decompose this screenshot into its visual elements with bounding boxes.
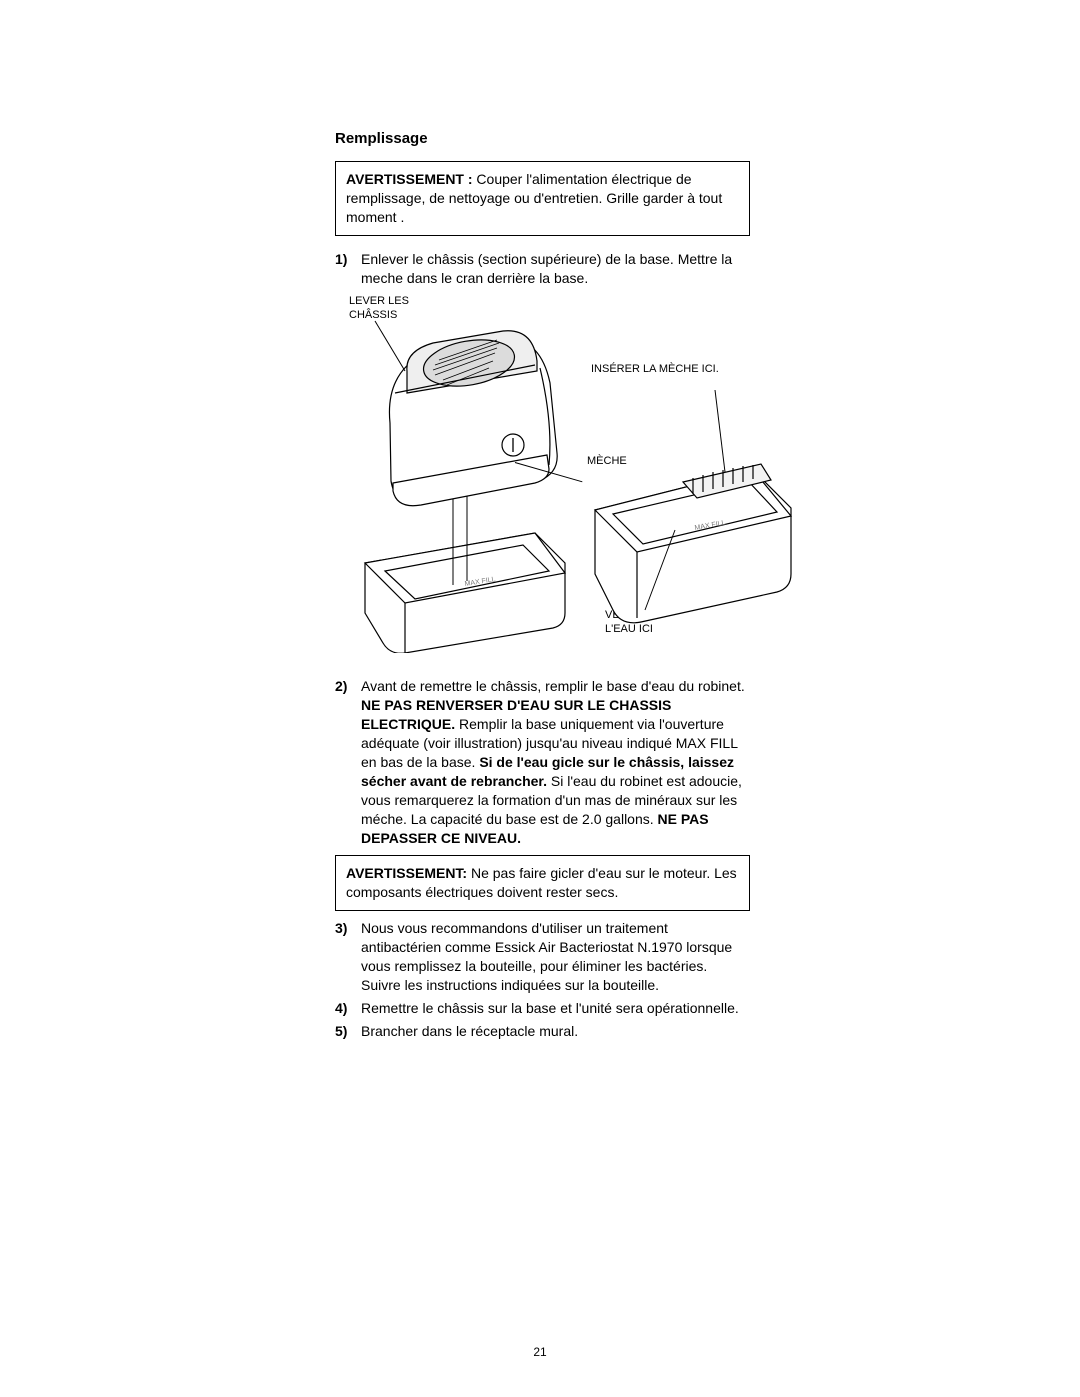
step-4-text: Remettre le châssis sur la base et l'uni… [361, 999, 750, 1018]
figure-left-svg: MAX FILL [335, 313, 595, 653]
page-number: 21 [0, 1345, 1080, 1359]
step-5: 5) Brancher dans le réceptacle mural. [335, 1022, 750, 1041]
step-1-num: 1) [335, 250, 361, 288]
step-4: 4) Remettre le châssis sur la base et l'… [335, 999, 750, 1018]
step-5-num: 5) [335, 1022, 361, 1041]
warning-2-label: AVERTISSEMENT: [346, 865, 467, 881]
step-2-text: Avant de remettre le châssis, remplir le… [361, 677, 750, 847]
step-3-num: 3) [335, 919, 361, 995]
warning-box-2: AVERTISSEMENT: Ne pas faire gicler d'eau… [335, 855, 750, 911]
figure: LEVER LES CHÂSSIS INSÉRER LA MÈCHE ICI. … [335, 295, 750, 665]
steps-list-3: 3) Nous vous recommandons d'utiliser un … [335, 919, 750, 1040]
section-title: Remplissage [335, 130, 750, 147]
warning-box-1: AVERTISSEMENT : Couper l'alimentation él… [335, 161, 750, 236]
step-1-text: Enlever le châssis (section supérieure) … [361, 250, 750, 288]
figure-label-inserer: INSÉRER LA MÈCHE ICI. [591, 363, 719, 377]
warning-1-label: AVERTISSEMENT : [346, 171, 473, 187]
step-2-pre: Avant de remettre le châssis, remplir le… [361, 678, 745, 694]
steps-list-2: 2) Avant de remettre le châssis, remplir… [335, 677, 750, 847]
figure-right-svg: MAX FILL [585, 390, 805, 650]
step-1: 1) Enlever le châssis (section supérieur… [335, 250, 750, 288]
page: Remplissage AVERTISSEMENT : Couper l'ali… [0, 0, 1080, 1397]
step-3-text: Nous vous recommandons d'utiliser un tra… [361, 919, 750, 995]
steps-list: 1) Enlever le châssis (section supérieur… [335, 250, 750, 288]
step-2-num: 2) [335, 677, 361, 847]
step-4-num: 4) [335, 999, 361, 1018]
step-5-text: Brancher dans le réceptacle mural. [361, 1022, 750, 1041]
step-2: 2) Avant de remettre le châssis, remplir… [335, 677, 750, 847]
step-3: 3) Nous vous recommandons d'utiliser un … [335, 919, 750, 995]
